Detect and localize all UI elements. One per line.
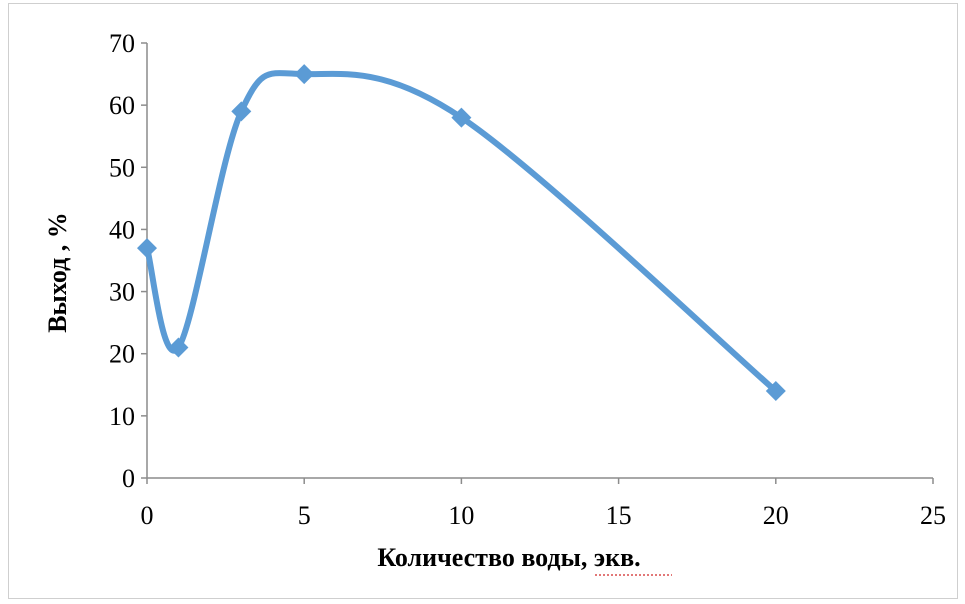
data-point-marker <box>451 107 472 128</box>
x-tick-label: 10 <box>448 501 474 530</box>
y-tick-label: 40 <box>109 215 135 244</box>
y-axis-title: Выход , % <box>43 212 72 333</box>
data-point-marker <box>137 238 157 259</box>
data-point-marker <box>168 337 189 358</box>
x-axis-title: Количество воды, экв. <box>377 543 640 572</box>
x-tick-label: 5 <box>298 501 311 530</box>
data-point-marker <box>231 101 252 122</box>
y-tick-label: 20 <box>109 340 135 369</box>
x-tick-label: 25 <box>920 501 946 530</box>
x-tick-label: 0 <box>141 501 154 530</box>
y-tick-label: 10 <box>109 402 135 431</box>
y-axis-ticks: 0 10 20 30 40 50 60 70 <box>109 29 147 493</box>
data-point-marker <box>765 381 786 401</box>
data-point-marker <box>294 64 315 85</box>
y-tick-label: 60 <box>109 91 135 120</box>
y-tick-label: 70 <box>109 29 135 58</box>
axes <box>146 43 933 479</box>
y-tick-label: 30 <box>109 278 135 307</box>
x-tick-label: 15 <box>606 501 632 530</box>
chart-area <box>8 3 958 599</box>
x-tick-label: 20 <box>763 501 789 530</box>
x-axis-ticks: 0 5 10 15 20 25 <box>141 478 946 530</box>
y-tick-label: 0 <box>122 464 135 493</box>
y-tick-label: 50 <box>109 153 135 182</box>
data-markers <box>137 64 786 401</box>
